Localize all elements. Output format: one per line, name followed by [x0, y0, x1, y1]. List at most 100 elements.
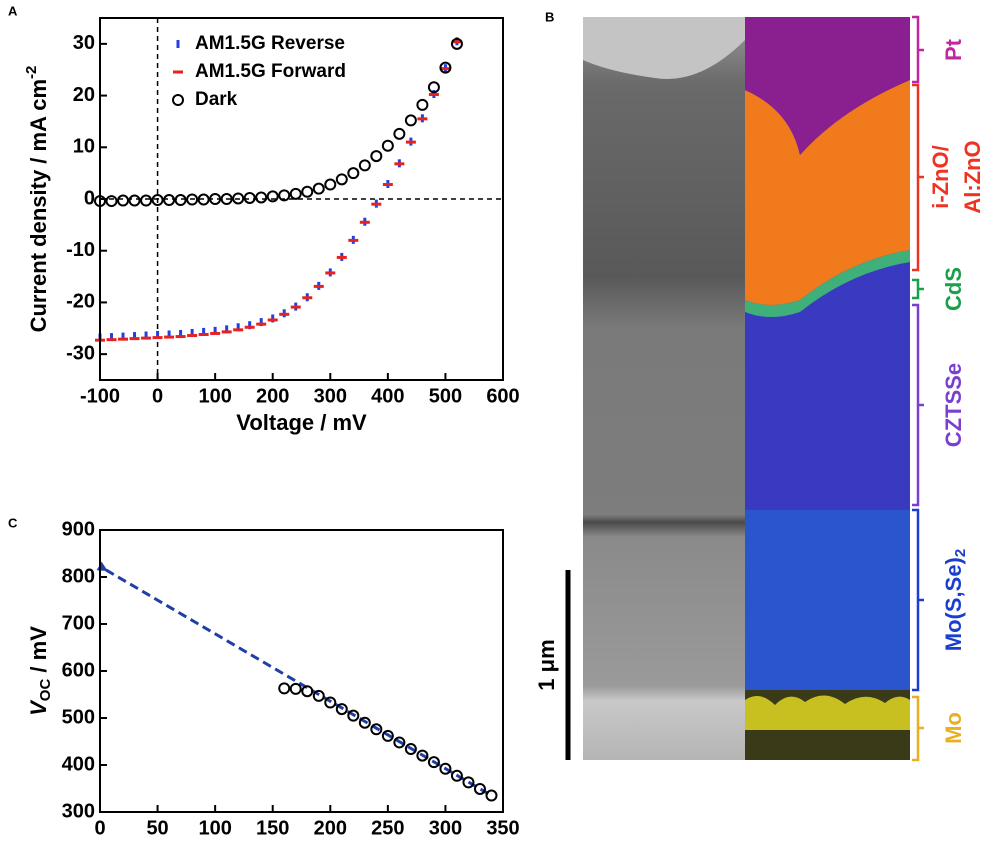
x-tick-label: 400: [371, 385, 404, 407]
marker: [416, 749, 429, 762]
layer-label: CZTSSe: [941, 363, 966, 447]
y-tick-label: 300: [62, 800, 95, 822]
layer-label: Mo: [941, 712, 966, 744]
eds-cds: [745, 250, 910, 317]
marker: [255, 191, 268, 204]
marker: [163, 194, 176, 207]
bracket: [912, 303, 924, 507]
marker: [439, 61, 452, 74]
marker: [324, 178, 337, 191]
layer-labels: Pt i-ZnO/Al:ZnO CdS CZTSSe Mo(S,Se)2 Mo: [928, 38, 985, 744]
eds-mos: [745, 510, 910, 690]
bracket: [912, 695, 924, 762]
x-tick-label: 0: [94, 817, 105, 839]
tem-image: [583, 17, 745, 760]
y-tick-label: -10: [66, 239, 95, 261]
marker: [312, 689, 325, 702]
marker: [450, 37, 463, 50]
y-tick-label: 20: [73, 84, 95, 106]
y-tick-label: 800: [62, 565, 95, 587]
marker: [416, 98, 429, 111]
bracket: [912, 508, 924, 692]
marker: [358, 159, 371, 172]
legend-label: Dark: [195, 89, 238, 110]
marker: [381, 729, 394, 742]
text-part: OC: [37, 679, 54, 702]
x-tick-label: 50: [146, 817, 168, 839]
bracket: [912, 278, 924, 300]
marker: [289, 682, 302, 695]
y-tick-label: -30: [66, 342, 95, 364]
panel-label: B: [545, 9, 554, 24]
x-tick-label: 200: [256, 385, 289, 407]
y-tick-label: 600: [62, 659, 95, 681]
eds-mo-yellow: [745, 695, 910, 730]
marker: [301, 685, 314, 698]
marker: [450, 769, 463, 782]
y-tick-label: 700: [62, 612, 95, 634]
y-axis-title: Current density / mA cm-2: [23, 66, 51, 333]
y-tick-label: 10: [73, 136, 95, 158]
marker: [220, 193, 233, 205]
text-part: Current density / mA cm: [26, 79, 51, 332]
text-part: Mo(S,Se): [941, 557, 966, 651]
plot: 0 50 100 150 200 250 300 350 300 400 500 600 700 800 9…: [26, 518, 520, 839]
bracket: [912, 83, 924, 272]
marker: [289, 187, 302, 200]
x-tick-label: 100: [198, 385, 231, 407]
x-tick-label: 350: [486, 817, 519, 839]
x-tick-label: 200: [314, 817, 347, 839]
x-tick-label: 300: [429, 817, 462, 839]
marker: [381, 139, 394, 152]
x-tick-label: 300: [314, 385, 347, 407]
marker: [301, 185, 314, 198]
text-part: -2: [23, 66, 40, 79]
y-tick-label: 400: [62, 753, 95, 775]
text-part: CdS: [941, 267, 966, 311]
marker: [243, 191, 256, 204]
marker: [485, 789, 498, 802]
fit-line: [96, 561, 493, 797]
marker: [278, 682, 291, 695]
marker: [358, 716, 371, 729]
marker: [186, 193, 199, 206]
marker: [393, 736, 406, 749]
marker: [174, 194, 187, 207]
legend-label: AM1.5G Reverse: [195, 33, 345, 54]
layer-label: i-ZnO/: [928, 145, 953, 209]
text-part: Pt: [941, 38, 966, 61]
y-axis-title: VOC / mV: [26, 626, 54, 716]
marker: [312, 182, 325, 195]
marker: [347, 167, 360, 180]
y-tick-label: 0: [84, 187, 95, 209]
marker: [370, 723, 383, 736]
marker: [439, 762, 452, 775]
bracket: [912, 15, 924, 84]
marker: [209, 193, 222, 205]
eds-zno: [745, 80, 910, 305]
panel-label: A: [8, 3, 18, 18]
y-tick-label: 500: [62, 706, 95, 728]
legend-label: AM1.5G Forward: [195, 61, 346, 82]
marker: [117, 194, 130, 207]
marker: [266, 190, 279, 203]
marker: [462, 776, 475, 789]
y-tick-label: -20: [66, 291, 95, 313]
text-part: / mV: [26, 626, 51, 679]
marker: [232, 192, 245, 205]
marker: [128, 194, 141, 207]
x-axis-title: Voltage / mV: [236, 410, 367, 435]
panel-label: C: [8, 515, 18, 530]
marker: [324, 696, 337, 709]
x-tick-label: 500: [429, 385, 462, 407]
legend-marker: [172, 94, 184, 106]
tem-pt: [583, 17, 745, 79]
panel-b: 1 μm B Pti-ZnO/Al:ZnOCdSCZTSSeMo(S,Se)2M…: [534, 9, 985, 762]
x-tick-label: -100: [80, 385, 120, 407]
marker: [393, 127, 406, 140]
y-tick-label: 900: [62, 518, 95, 540]
x-tick-label: 600: [486, 385, 519, 407]
x-tick-label: 150: [256, 817, 289, 839]
